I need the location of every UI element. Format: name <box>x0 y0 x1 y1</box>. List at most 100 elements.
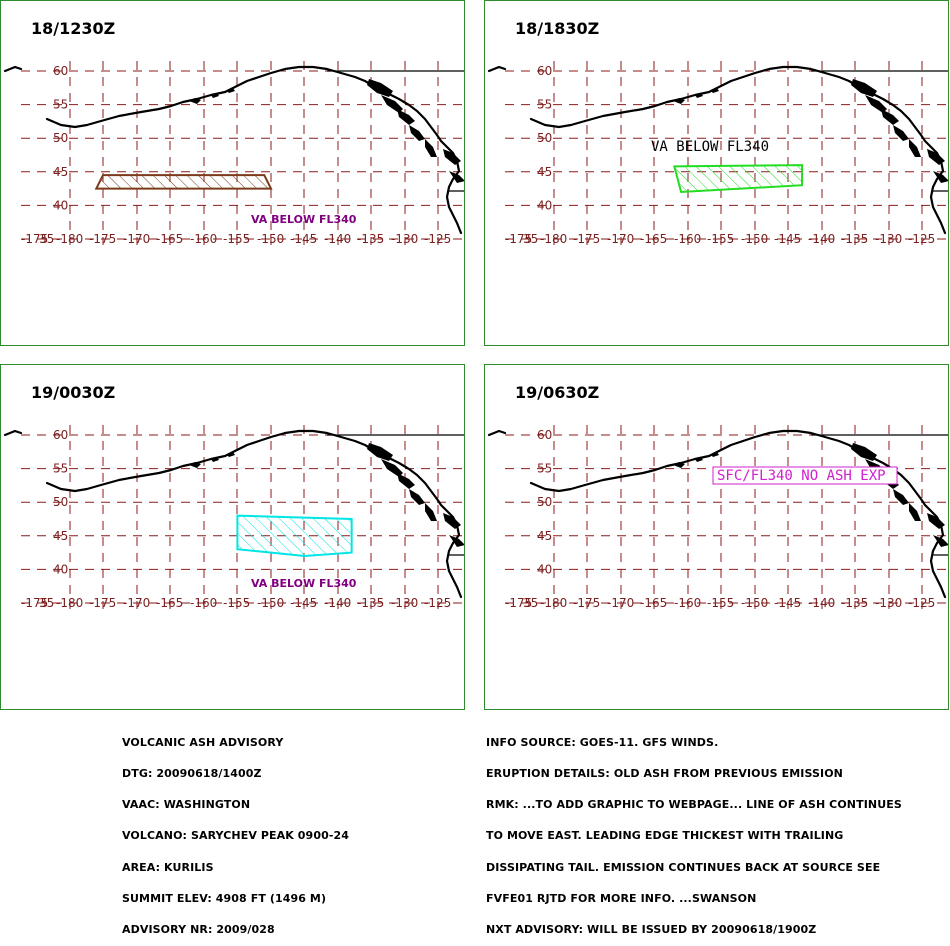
panel-title: 19/0630Z <box>515 383 600 402</box>
island-shape <box>711 88 719 93</box>
panel-title: 18/1230Z <box>31 19 116 38</box>
island-shape <box>673 98 685 104</box>
island-shape <box>227 88 235 93</box>
longitude-label: -155 <box>223 596 250 610</box>
latitude-label: 40 <box>53 198 68 212</box>
latitude-label: 55 <box>53 462 68 476</box>
latitude-label: 45 <box>53 165 68 179</box>
longitude-label: -170 <box>123 596 150 610</box>
ash-area-polygon <box>673 164 804 194</box>
longitude-label: -145 <box>774 596 801 610</box>
latitude-label: 50 <box>537 131 552 145</box>
longitude-label: -145 <box>290 232 317 246</box>
island-shape <box>367 79 393 97</box>
island-shape <box>367 443 393 461</box>
longitude-label: -175 <box>89 232 116 246</box>
longitude-label: -175 <box>573 232 600 246</box>
latitude-label: 45 <box>53 529 68 543</box>
ash-label: VA BELOW FL340 <box>651 139 769 155</box>
longitude-label: -125 <box>908 596 935 610</box>
longitude-label: -160 <box>674 232 701 246</box>
longitude-label: -170 <box>123 232 150 246</box>
panel-title: 18/1830Z <box>515 19 600 38</box>
longitude-label: -125 <box>908 232 935 246</box>
latitude-label: 40 <box>53 562 68 576</box>
island-shape <box>933 171 948 183</box>
footer-line: NXT ADVISORY: WILL BE ISSUED BY 20090618… <box>486 923 817 937</box>
longitude-label: -135 <box>841 596 868 610</box>
island-shape <box>381 459 403 477</box>
latitude-label: 35 <box>523 232 538 246</box>
longitude-label: -130 <box>875 596 902 610</box>
footer-line: DISSIPATING TAIL. EMISSION CONTINUES BAC… <box>486 860 881 874</box>
island-shape <box>189 98 201 104</box>
latitude-label: 60 <box>53 64 68 78</box>
longitude-label: -175 <box>505 596 532 610</box>
longitude-label: -160 <box>190 232 217 246</box>
longitude-label: -135 <box>841 232 868 246</box>
longitude-label: -180 <box>540 596 567 610</box>
longitude-label: -130 <box>875 232 902 246</box>
map-svg-4: 60 55 50 45 40 -175 -180 -175 -170 -165 -160 -155 -1… <box>487 425 948 610</box>
longitude-label: -135 <box>357 232 384 246</box>
footer-line: DTG: 20090618/1400Z <box>122 767 262 781</box>
longitude-label: -155 <box>707 596 734 610</box>
island-shape <box>443 513 461 529</box>
footer-line: ADVISORY NR: 2009/028 <box>122 923 275 937</box>
island-shape <box>865 95 887 113</box>
footer-line: AREA: KURILIS <box>122 860 214 874</box>
island-shape <box>397 473 415 489</box>
longitude-label: -125 <box>424 596 451 610</box>
longitude-label: -125 <box>424 232 451 246</box>
longitude-label: -175 <box>21 596 48 610</box>
island-shape <box>443 149 461 165</box>
longitude-label: -140 <box>324 596 351 610</box>
longitude-label: -175 <box>89 596 116 610</box>
coastline <box>487 65 947 235</box>
longitude-label: -180 <box>56 232 83 246</box>
advisory-remarks-block: INFO SOURCE: GOES-11. GFS WINDS. ERUPTIO… <box>486 717 902 946</box>
latitude-label: 50 <box>53 495 68 509</box>
latitude-label: 60 <box>53 428 68 442</box>
latitude-label: 40 <box>537 562 552 576</box>
longitude-label: -170 <box>607 596 634 610</box>
ash-area-polygon <box>94 174 273 190</box>
longitude-label: -150 <box>741 232 768 246</box>
island-shape <box>909 139 921 157</box>
longitude-label: -175 <box>21 232 48 246</box>
latitude-label: 35 <box>523 596 538 610</box>
footer-line: TO MOVE EAST. LEADING EDGE THICKEST WITH… <box>486 829 844 843</box>
latitude-label: 40 <box>537 198 552 212</box>
longitude-label: -155 <box>223 232 250 246</box>
island-shape <box>449 171 464 183</box>
island-shape <box>933 535 948 547</box>
longitude-label: -165 <box>640 232 667 246</box>
latitude-label: 60 <box>537 428 552 442</box>
island-shape <box>851 443 877 461</box>
island-shape <box>909 503 921 521</box>
island-shape <box>425 139 437 157</box>
longitude-label: -135 <box>357 596 384 610</box>
latitude-label: 50 <box>537 495 552 509</box>
longitude-label: -170 <box>607 232 634 246</box>
map-svg-1: 60 55 50 45 40 -175 -180 -175 -170 -165 -160 -155 -1… <box>3 61 464 246</box>
latitude-label: 35 <box>39 232 54 246</box>
island-shape <box>397 109 415 125</box>
island-shape <box>189 462 201 468</box>
island-shape <box>881 109 899 125</box>
longitude-label: -130 <box>391 232 418 246</box>
island-shape <box>211 457 219 462</box>
longitude-label: -175 <box>573 596 600 610</box>
island-shape <box>927 149 945 165</box>
latitude-label: 45 <box>537 529 552 543</box>
longitude-label: -165 <box>156 596 183 610</box>
map-panel-1: 60 55 50 45 40 -175 -180 -175 -170 -165 -160 -155 -1… <box>0 0 465 346</box>
latitude-label: 55 <box>537 462 552 476</box>
advisory-header-block: VOLCANIC ASH ADVISORY DTG: 20090618/1400… <box>122 717 349 946</box>
longitude-label: -140 <box>808 596 835 610</box>
ash-area-polygon <box>236 514 353 557</box>
longitude-label: -155 <box>707 232 734 246</box>
ash-label: VA BELOW FL340 <box>251 213 357 226</box>
island-shape <box>381 95 403 113</box>
longitude-label: -150 <box>257 232 284 246</box>
